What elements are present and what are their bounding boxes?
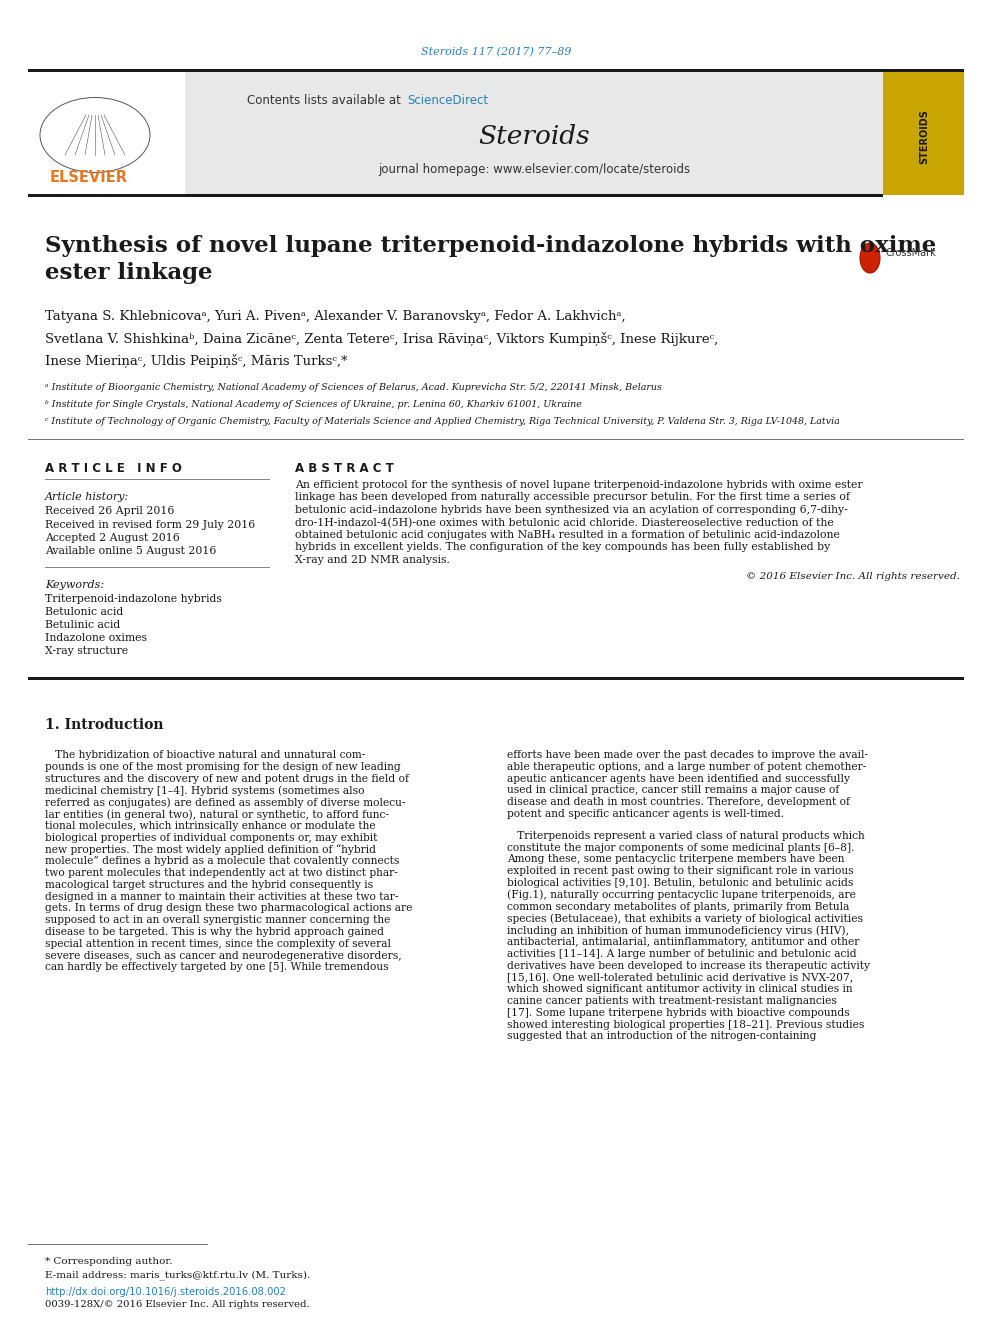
Text: Available online 5 August 2016: Available online 5 August 2016 — [45, 546, 216, 557]
Text: Accepted 2 August 2016: Accepted 2 August 2016 — [45, 533, 180, 542]
Text: showed interesting biological properties [18–21]. Previous studies: showed interesting biological properties… — [507, 1020, 864, 1029]
Text: Triterpenoid-indazolone hybrids: Triterpenoid-indazolone hybrids — [45, 594, 222, 605]
Text: disease and death in most countries. Therefore, development of: disease and death in most countries. The… — [507, 798, 850, 807]
Text: exploited in recent past owing to their significant role in various: exploited in recent past owing to their … — [507, 867, 854, 876]
Text: Inese Mieriņaᶜ, Uldis Peipiņšᶜ, Māris Turksᶜ,*: Inese Mieriņaᶜ, Uldis Peipiņšᶜ, Māris Tu… — [45, 355, 347, 368]
Text: Keywords:: Keywords: — [45, 579, 104, 590]
Text: able therapeutic options, and a large number of potent chemother-: able therapeutic options, and a large nu… — [507, 762, 866, 771]
Text: lar entities (in general two), natural or synthetic, to afford func-: lar entities (in general two), natural o… — [45, 808, 389, 819]
Text: Triterpenoids represent a varied class of natural products which: Triterpenoids represent a varied class o… — [507, 831, 865, 841]
Text: efforts have been made over the past decades to improve the avail-: efforts have been made over the past dec… — [507, 750, 868, 759]
Text: supposed to act in an overall synergistic manner concerning the: supposed to act in an overall synergisti… — [45, 916, 391, 925]
Text: pounds is one of the most promising for the design of new leading: pounds is one of the most promising for … — [45, 762, 401, 771]
Text: Synthesis of novel lupane triterpenoid-indazolone hybrids with oxime: Synthesis of novel lupane triterpenoid-i… — [45, 235, 936, 257]
Text: apeutic anticancer agents have been identified and successfully: apeutic anticancer agents have been iden… — [507, 774, 850, 783]
Ellipse shape — [860, 243, 880, 273]
Text: constitute the major components of some medicinal plants [6–8].: constitute the major components of some … — [507, 843, 854, 852]
Bar — [28, 71, 185, 194]
Text: betulonic acid–indazolone hybrids have been synthesized via an acylation of corr: betulonic acid–indazolone hybrids have b… — [295, 505, 848, 515]
Text: medicinal chemistry [1–4]. Hybrid systems (sometimes also: medicinal chemistry [1–4]. Hybrid system… — [45, 786, 364, 796]
Text: ᶜ Institute of Technology of Organic Chemistry, Faculty of Materials Science and: ᶜ Institute of Technology of Organic Che… — [45, 417, 840, 426]
Text: X-ray and 2D NMR analysis.: X-ray and 2D NMR analysis. — [295, 556, 450, 565]
Bar — [28, 69, 964, 71]
Text: derivatives have been developed to increase its therapeutic activity: derivatives have been developed to incre… — [507, 960, 870, 971]
Text: hybrids in excellent yields. The configuration of the key compounds has been ful: hybrids in excellent yields. The configu… — [295, 542, 830, 553]
Text: A R T I C L E   I N F O: A R T I C L E I N F O — [45, 462, 182, 475]
Text: macological target structures and the hybrid consequently is: macological target structures and the hy… — [45, 880, 373, 890]
Text: Article history:: Article history: — [45, 492, 129, 501]
Text: obtained betulonic acid conjugates with NaBH₄ resulted in a formation of betulin: obtained betulonic acid conjugates with … — [295, 531, 840, 540]
Text: Contents lists available at: Contents lists available at — [247, 94, 405, 106]
Text: E-mail address: maris_turks@ktf.rtu.lv (M. Turks).: E-mail address: maris_turks@ktf.rtu.lv (… — [45, 1270, 310, 1279]
Text: Steroids: Steroids — [478, 124, 590, 149]
Text: canine cancer patients with treatment-resistant malignancies: canine cancer patients with treatment-re… — [507, 996, 837, 1005]
Text: molecule” defines a hybrid as a molecule that covalently connects: molecule” defines a hybrid as a molecule… — [45, 856, 400, 867]
Text: new properties. The most widely applied definition of “hybrid: new properties. The most widely applied … — [45, 844, 376, 855]
Text: [17]. Some lupane triterpene hybrids with bioactive compounds: [17]. Some lupane triterpene hybrids wit… — [507, 1008, 850, 1017]
Text: used in clinical practice, cancer still remains a major cause of: used in clinical practice, cancer still … — [507, 786, 839, 795]
Text: potent and specific anticancer agents is well-timed.: potent and specific anticancer agents is… — [507, 808, 784, 819]
Text: Indazolone oximes: Indazolone oximes — [45, 632, 147, 643]
Text: ᵃ Institute of Bioorganic Chemistry, National Academy of Sciences of Belarus, Ac: ᵃ Institute of Bioorganic Chemistry, Nat… — [45, 382, 662, 392]
Text: Betulinic acid: Betulinic acid — [45, 620, 120, 630]
Text: biological properties of individual components or, may exhibit: biological properties of individual comp… — [45, 832, 377, 843]
Bar — [883, 71, 964, 194]
Text: The hybridization of bioactive natural and unnatural com-: The hybridization of bioactive natural a… — [45, 750, 365, 759]
Text: disease to be targeted. This is why the hybrid approach gained: disease to be targeted. This is why the … — [45, 927, 384, 937]
Text: special attention in recent times, since the complexity of several: special attention in recent times, since… — [45, 939, 391, 949]
Text: 1. Introduction: 1. Introduction — [45, 718, 164, 732]
Text: ᵇ Institute for Single Crystals, National Academy of Sciences of Ukraine, pr. Le: ᵇ Institute for Single Crystals, Nationa… — [45, 400, 582, 409]
Text: journal homepage: www.elsevier.com/locate/steroids: journal homepage: www.elsevier.com/locat… — [378, 164, 690, 176]
Text: © 2016 Elsevier Inc. All rights reserved.: © 2016 Elsevier Inc. All rights reserved… — [746, 572, 960, 581]
Text: ELSEVIER: ELSEVIER — [50, 171, 128, 185]
Text: two parent molecules that independently act at two distinct phar-: two parent molecules that independently … — [45, 868, 398, 878]
Text: Steroids 117 (2017) 77–89: Steroids 117 (2017) 77–89 — [421, 46, 571, 57]
Text: linkage has been developed from naturally accessible precursor betulin. For the : linkage has been developed from naturall… — [295, 492, 850, 503]
Text: designed in a manner to maintain their activities at these two tar-: designed in a manner to maintain their a… — [45, 892, 399, 901]
Text: STEROIDS: STEROIDS — [919, 110, 929, 164]
Text: species (Betulaceae), that exhibits a variety of biological activities: species (Betulaceae), that exhibits a va… — [507, 913, 863, 923]
Text: referred as conjugates) are defined as assembly of diverse molecu-: referred as conjugates) are defined as a… — [45, 798, 406, 808]
Text: Betulonic acid: Betulonic acid — [45, 607, 123, 617]
Text: structures and the discovery of new and potent drugs in the field of: structures and the discovery of new and … — [45, 774, 409, 783]
Text: A B S T R A C T: A B S T R A C T — [295, 462, 394, 475]
Text: 0039-128X/© 2016 Elsevier Inc. All rights reserved.: 0039-128X/© 2016 Elsevier Inc. All right… — [45, 1301, 310, 1308]
Text: http://dx.doi.org/10.1016/j.steroids.2016.08.002: http://dx.doi.org/10.1016/j.steroids.201… — [45, 1287, 286, 1297]
Text: [15,16]. One well-tolerated betulinic acid derivative is NVX-207,: [15,16]. One well-tolerated betulinic ac… — [507, 972, 853, 983]
Text: severe diseases, such as cancer and neurodegenerative disorders,: severe diseases, such as cancer and neur… — [45, 951, 402, 960]
Text: ScienceDirect: ScienceDirect — [407, 94, 488, 106]
Text: can hardly be effectively targeted by one [5]. While tremendous: can hardly be effectively targeted by on… — [45, 962, 389, 972]
Text: tional molecules, which intrinsically enhance or modulate the: tional molecules, which intrinsically en… — [45, 820, 376, 831]
Text: CrossMark: CrossMark — [886, 247, 936, 258]
Text: which showed significant antitumor activity in clinical studies in: which showed significant antitumor activ… — [507, 984, 853, 994]
Text: Svetlana V. Shishkinaᵇ, Daina Zicāneᶜ, Zenta Tetereᶜ, Irisa Rāviņaᶜ, Viktors Kum: Svetlana V. Shishkinaᵇ, Daina Zicāneᶜ, Z… — [45, 332, 718, 347]
Text: Received 26 April 2016: Received 26 April 2016 — [45, 505, 175, 516]
Text: including an inhibition of human immunodeficiency virus (HIV),: including an inhibition of human immunod… — [507, 925, 849, 935]
Text: * Corresponding author.: * Corresponding author. — [45, 1257, 173, 1266]
Text: X-ray structure: X-ray structure — [45, 646, 128, 656]
Bar — [28, 194, 883, 197]
Text: common secondary metabolites of plants, primarily from Betula: common secondary metabolites of plants, … — [507, 901, 849, 912]
Text: An efficient protocol for the synthesis of novel lupane triterpenoid-indazolone : An efficient protocol for the synthesis … — [295, 480, 863, 490]
Text: Received in revised form 29 July 2016: Received in revised form 29 July 2016 — [45, 520, 255, 529]
Text: biological activities [9,10]. Betulin, betulonic and betulinic acids: biological activities [9,10]. Betulin, b… — [507, 878, 853, 888]
Bar — [185, 71, 883, 194]
Text: activities [11–14]. A large number of betulinic and betulonic acid: activities [11–14]. A large number of be… — [507, 949, 857, 959]
Text: suggested that an introduction of the nitrogen-containing: suggested that an introduction of the ni… — [507, 1032, 816, 1041]
Text: (Fig.1), naturally occurring pentacyclic lupane triterpenoids, are: (Fig.1), naturally occurring pentacyclic… — [507, 890, 856, 901]
Text: dro-1H-indazol-4(5H)-one oximes with betulonic acid chloride. Diastereoselective: dro-1H-indazol-4(5H)-one oximes with bet… — [295, 517, 833, 528]
Text: antibacterial, antimalarial, antiinflammatory, antitumor and other: antibacterial, antimalarial, antiinflamm… — [507, 937, 859, 947]
Text: gets. In terms of drug design these two pharmacological actions are: gets. In terms of drug design these two … — [45, 904, 413, 913]
Text: ester linkage: ester linkage — [45, 262, 212, 284]
Text: Tatyana S. Khlebnicovaᵃ, Yuri A. Pivenᵃ, Alexander V. Baranovskyᵃ, Fedor A. Lakh: Tatyana S. Khlebnicovaᵃ, Yuri A. Pivenᵃ,… — [45, 310, 626, 323]
Text: Among these, some pentacyclic triterpene members have been: Among these, some pentacyclic triterpene… — [507, 855, 844, 864]
Bar — [28, 677, 964, 680]
